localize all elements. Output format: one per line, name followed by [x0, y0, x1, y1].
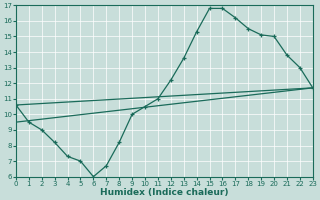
X-axis label: Humidex (Indice chaleur): Humidex (Indice chaleur) [100, 188, 228, 197]
